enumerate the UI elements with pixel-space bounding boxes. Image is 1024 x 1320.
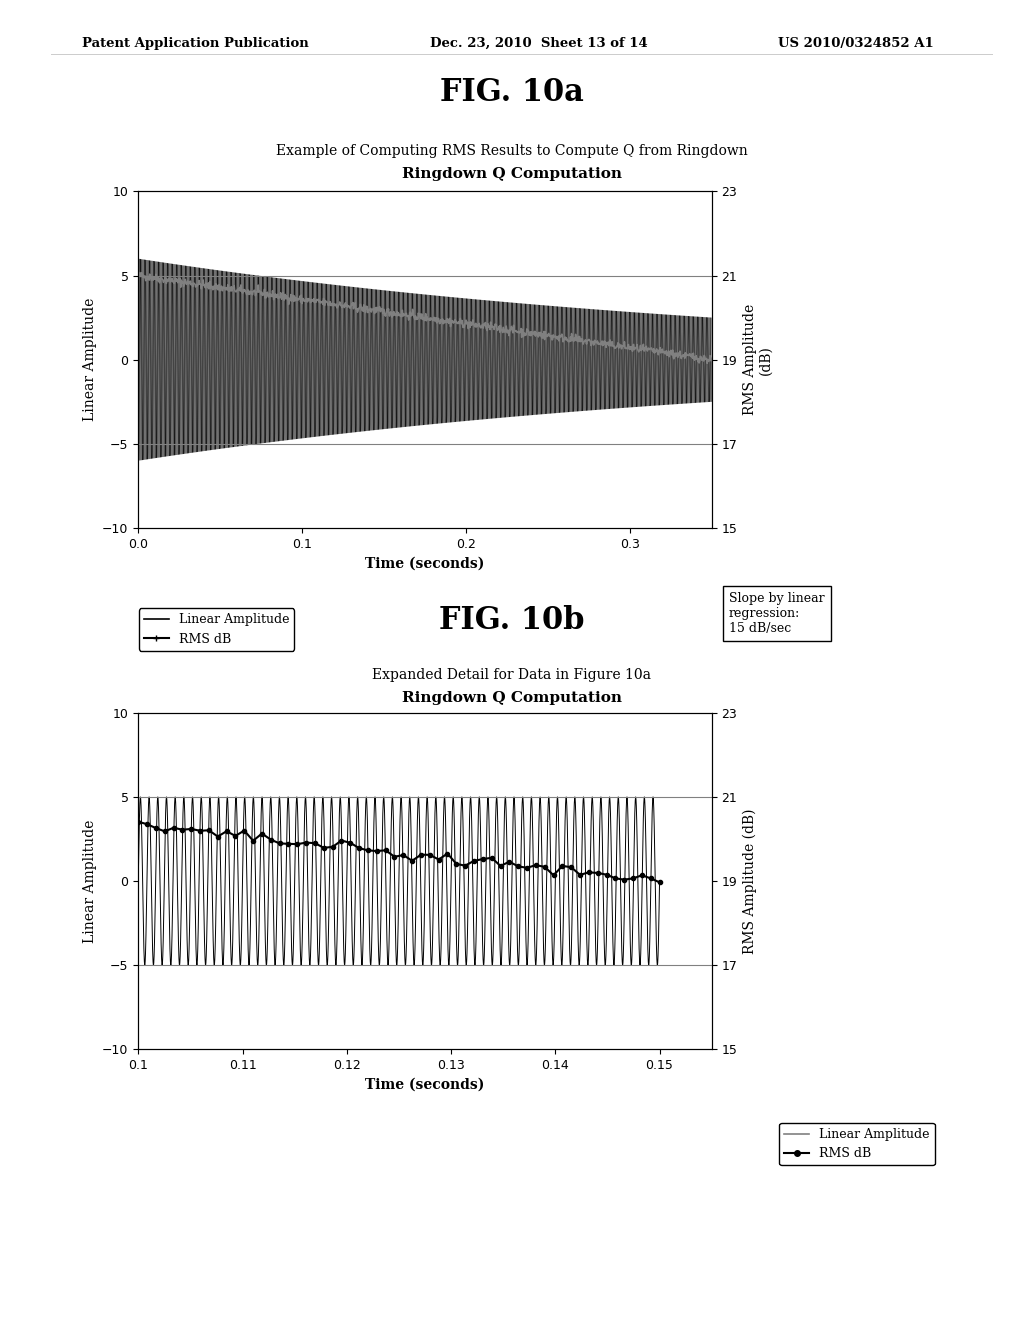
Text: Expanded Detail for Data in Figure 10a: Expanded Detail for Data in Figure 10a <box>373 668 651 682</box>
Text: Ringdown Q Computation: Ringdown Q Computation <box>402 690 622 705</box>
Text: FIG. 10a: FIG. 10a <box>440 78 584 108</box>
Legend: Linear Amplitude, RMS dB: Linear Amplitude, RMS dB <box>779 1123 935 1166</box>
Text: US 2010/0324852 A1: US 2010/0324852 A1 <box>778 37 934 50</box>
Text: Ringdown Q Computation: Ringdown Q Computation <box>402 166 622 181</box>
Y-axis label: Linear Amplitude: Linear Amplitude <box>83 820 96 942</box>
Text: Example of Computing RMS Results to Compute Q from Ringdown: Example of Computing RMS Results to Comp… <box>276 144 748 158</box>
Text: FIG. 10b: FIG. 10b <box>439 606 585 636</box>
Y-axis label: Linear Amplitude: Linear Amplitude <box>83 298 96 421</box>
Text: Slope by linear
regression:
15 dB/sec: Slope by linear regression: 15 dB/sec <box>729 591 824 635</box>
Text: Patent Application Publication: Patent Application Publication <box>82 37 308 50</box>
Text: Dec. 23, 2010  Sheet 13 of 14: Dec. 23, 2010 Sheet 13 of 14 <box>430 37 648 50</box>
Y-axis label: RMS Amplitude (dB): RMS Amplitude (dB) <box>742 808 757 954</box>
X-axis label: Time (seconds): Time (seconds) <box>366 1077 484 1092</box>
Legend: Linear Amplitude, RMS dB: Linear Amplitude, RMS dB <box>139 609 294 651</box>
X-axis label: Time (seconds): Time (seconds) <box>366 556 484 570</box>
Y-axis label: RMS Amplitude
(dB): RMS Amplitude (dB) <box>742 304 773 416</box>
